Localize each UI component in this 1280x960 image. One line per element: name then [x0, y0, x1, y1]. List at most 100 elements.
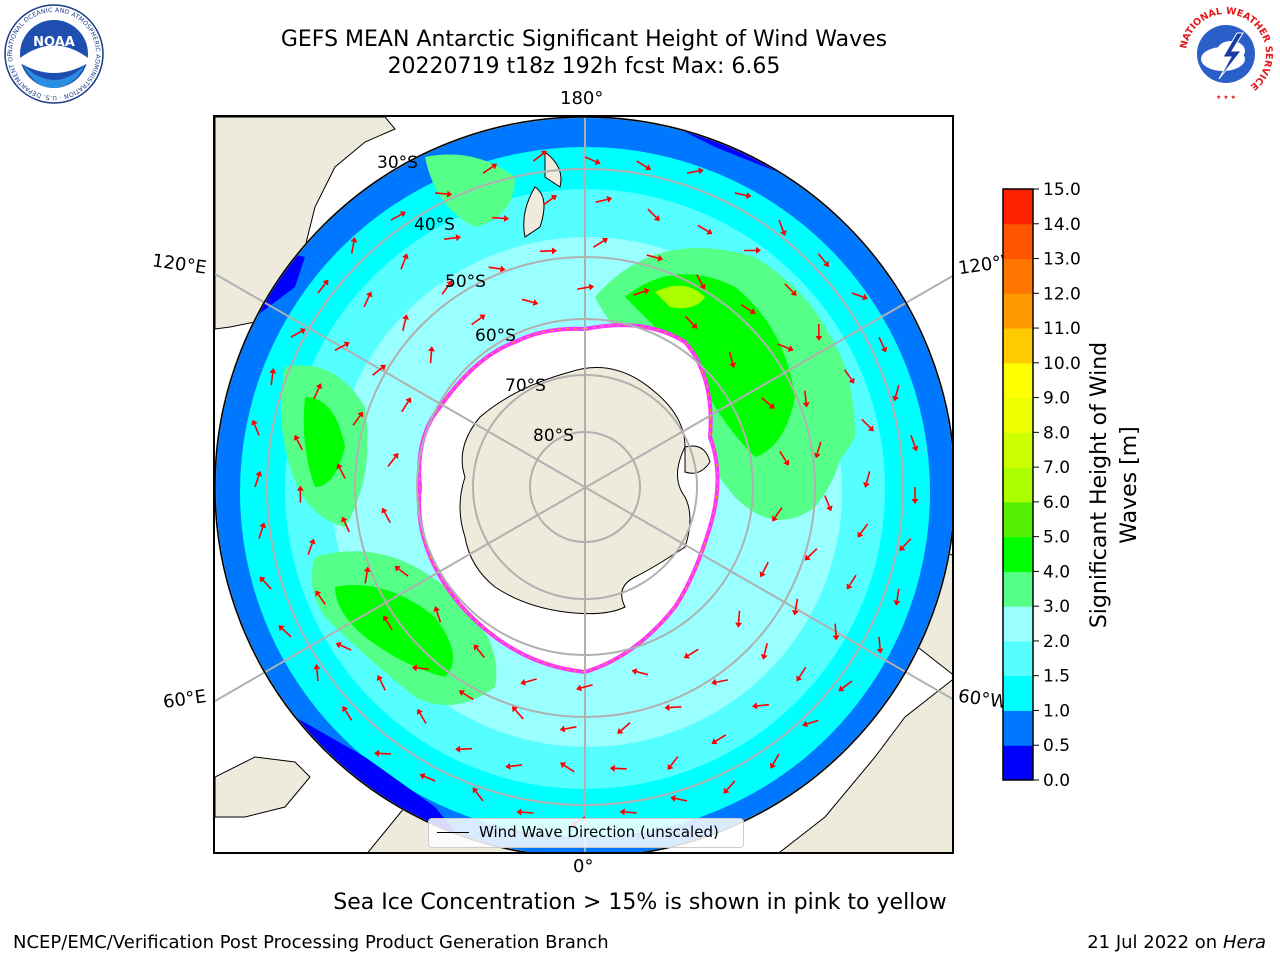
- wave-arrow-head: [374, 749, 380, 757]
- wave-arrow-shaft: [350, 241, 355, 254]
- wave-arrow-head: [455, 234, 462, 242]
- wave-arrow-head: [780, 229, 787, 236]
- wave-arrow-shaft: [595, 198, 608, 203]
- chart-subtitle: 20220719 t18z 192h fcst Max: 6.65: [387, 54, 781, 79]
- wave-arrow-shaft: [316, 668, 319, 682]
- wave-arrow-shaft: [902, 538, 912, 548]
- footer-date-text: 21 Jul 2022 on: [1087, 932, 1218, 953]
- wave-arrow-head: [848, 377, 855, 384]
- wave-arrow-shaft: [290, 330, 302, 338]
- wave-arrow-head: [308, 538, 316, 545]
- wave-arrow-shaft: [774, 507, 783, 518]
- wave-arrow-shaft: [806, 719, 819, 725]
- colorbar-tick-label: 8.0: [1043, 423, 1070, 443]
- wave-arrow-shaft: [696, 274, 704, 286]
- wave-arrow-head: [559, 725, 566, 733]
- colorbar-frame: [1002, 188, 1034, 781]
- wave-arrow-head: [259, 576, 266, 583]
- wave-arrow-head: [350, 236, 358, 243]
- wave-arrow-head: [802, 720, 808, 728]
- wave-arrow-shaft: [784, 283, 794, 293]
- wave-arrow-shaft: [761, 397, 772, 407]
- wave-arrow-shaft: [669, 706, 682, 709]
- wave-arrow-shaft: [379, 752, 392, 755]
- wave-arrow-head: [560, 762, 567, 769]
- legend-line-swatch: [437, 832, 469, 833]
- wave-arrow-head: [863, 482, 870, 488]
- wave-arrow-head: [419, 773, 426, 780]
- wave-arrow-head: [376, 675, 384, 682]
- wave-arrow-head: [411, 664, 418, 672]
- wave-arrow-head: [259, 522, 267, 529]
- colorbar-tick-label: 1.5: [1043, 667, 1070, 687]
- lon-label-120e: 120°E: [150, 250, 208, 279]
- wave-arrow-shaft: [763, 643, 768, 656]
- wave-arrow-head: [911, 445, 919, 452]
- noaa-logo: NATIONAL OCEANIC AND ATMOSPHERIC ADMINIS…: [3, 3, 104, 104]
- wave-arrow-head: [472, 787, 479, 794]
- wave-arrow-shaft: [510, 764, 523, 768]
- colorbar-tick-label: 0.5: [1043, 736, 1070, 756]
- wind-wave-direction-arrows: [251, 150, 919, 827]
- wave-arrow-head: [491, 163, 498, 170]
- wave-arrow-shaft: [779, 450, 787, 462]
- wave-arrow-head: [601, 237, 608, 244]
- wave-arrow-head: [876, 648, 884, 654]
- wave-arrow-shaft: [387, 456, 396, 467]
- wave-arrow-shaft: [521, 811, 534, 814]
- wave-arrow-head: [540, 150, 547, 157]
- lon-label-180: 180°: [560, 88, 604, 109]
- wave-arrow-shaft: [270, 373, 274, 386]
- wave-arrow-head: [791, 610, 799, 616]
- wave-arrow-head: [880, 346, 888, 353]
- wave-arrow-shaft: [816, 441, 822, 454]
- wave-arrow-head: [723, 787, 730, 794]
- legend-label: Wind Wave Direction (unscaled): [479, 823, 719, 841]
- wave-arrow-shaft: [444, 236, 457, 241]
- colorbar-tick-label: 13.0: [1043, 250, 1081, 270]
- wave-arrow-head: [667, 763, 674, 770]
- wave-arrow-shaft: [878, 336, 885, 349]
- wave-arrow-head: [335, 641, 342, 649]
- wave-arrow-shaft: [848, 574, 857, 586]
- colorbar-bin: [1003, 258, 1033, 294]
- colorbar-tick-label: 12.0: [1043, 284, 1081, 304]
- wave-arrow-head: [588, 283, 595, 291]
- wave-arrow-head: [631, 668, 638, 676]
- wave-arrow-shaft: [460, 747, 473, 751]
- wave-arrow-shaft: [524, 678, 537, 684]
- wave-arrow-shaft: [734, 192, 747, 197]
- colorbar-tick-label: 2.0: [1043, 632, 1070, 652]
- wave-arrow-head: [269, 368, 277, 374]
- wave-arrow-shaft: [794, 598, 799, 611]
- wave-arrow-shaft: [317, 283, 326, 294]
- wave-arrow-head: [322, 279, 329, 286]
- colorbar-tick-label: 15.0: [1043, 180, 1081, 200]
- wave-arrow-head: [756, 246, 762, 254]
- wave-arrow-head: [296, 485, 304, 491]
- wave-arrow-shaft: [896, 588, 900, 601]
- wave-arrow-shaft: [363, 295, 370, 308]
- wave-arrow-head: [416, 708, 423, 715]
- wave-arrow-shaft: [340, 644, 352, 651]
- colorbar-bin: [1003, 362, 1033, 399]
- wave-arrow-head: [826, 505, 833, 512]
- colorbar-bin: [1003, 571, 1033, 607]
- wave-arrow-head: [760, 654, 768, 660]
- wave-arrow-shaft: [317, 594, 326, 605]
- footer-date: 21 Jul 2022 on Hera: [1087, 932, 1266, 953]
- colorbar-tick-label: 5.0: [1043, 528, 1070, 548]
- wave-arrow-shaft: [429, 351, 433, 364]
- wave-arrow-head: [769, 762, 777, 769]
- wave-arrow-head: [405, 397, 412, 404]
- colorbar-bin: [1003, 536, 1033, 572]
- wave-arrow-head: [394, 565, 401, 572]
- colorbar-bin: [1003, 432, 1033, 468]
- wave-arrow-shaft: [687, 648, 699, 657]
- colorbar-bin: [1003, 223, 1033, 260]
- lon-label-0: 0°: [573, 856, 594, 877]
- wave-arrow-shaft: [313, 387, 320, 400]
- wave-arrow-head: [691, 322, 698, 329]
- wave-arrow-head: [511, 706, 518, 713]
- wave-arrow-shaft: [861, 418, 871, 429]
